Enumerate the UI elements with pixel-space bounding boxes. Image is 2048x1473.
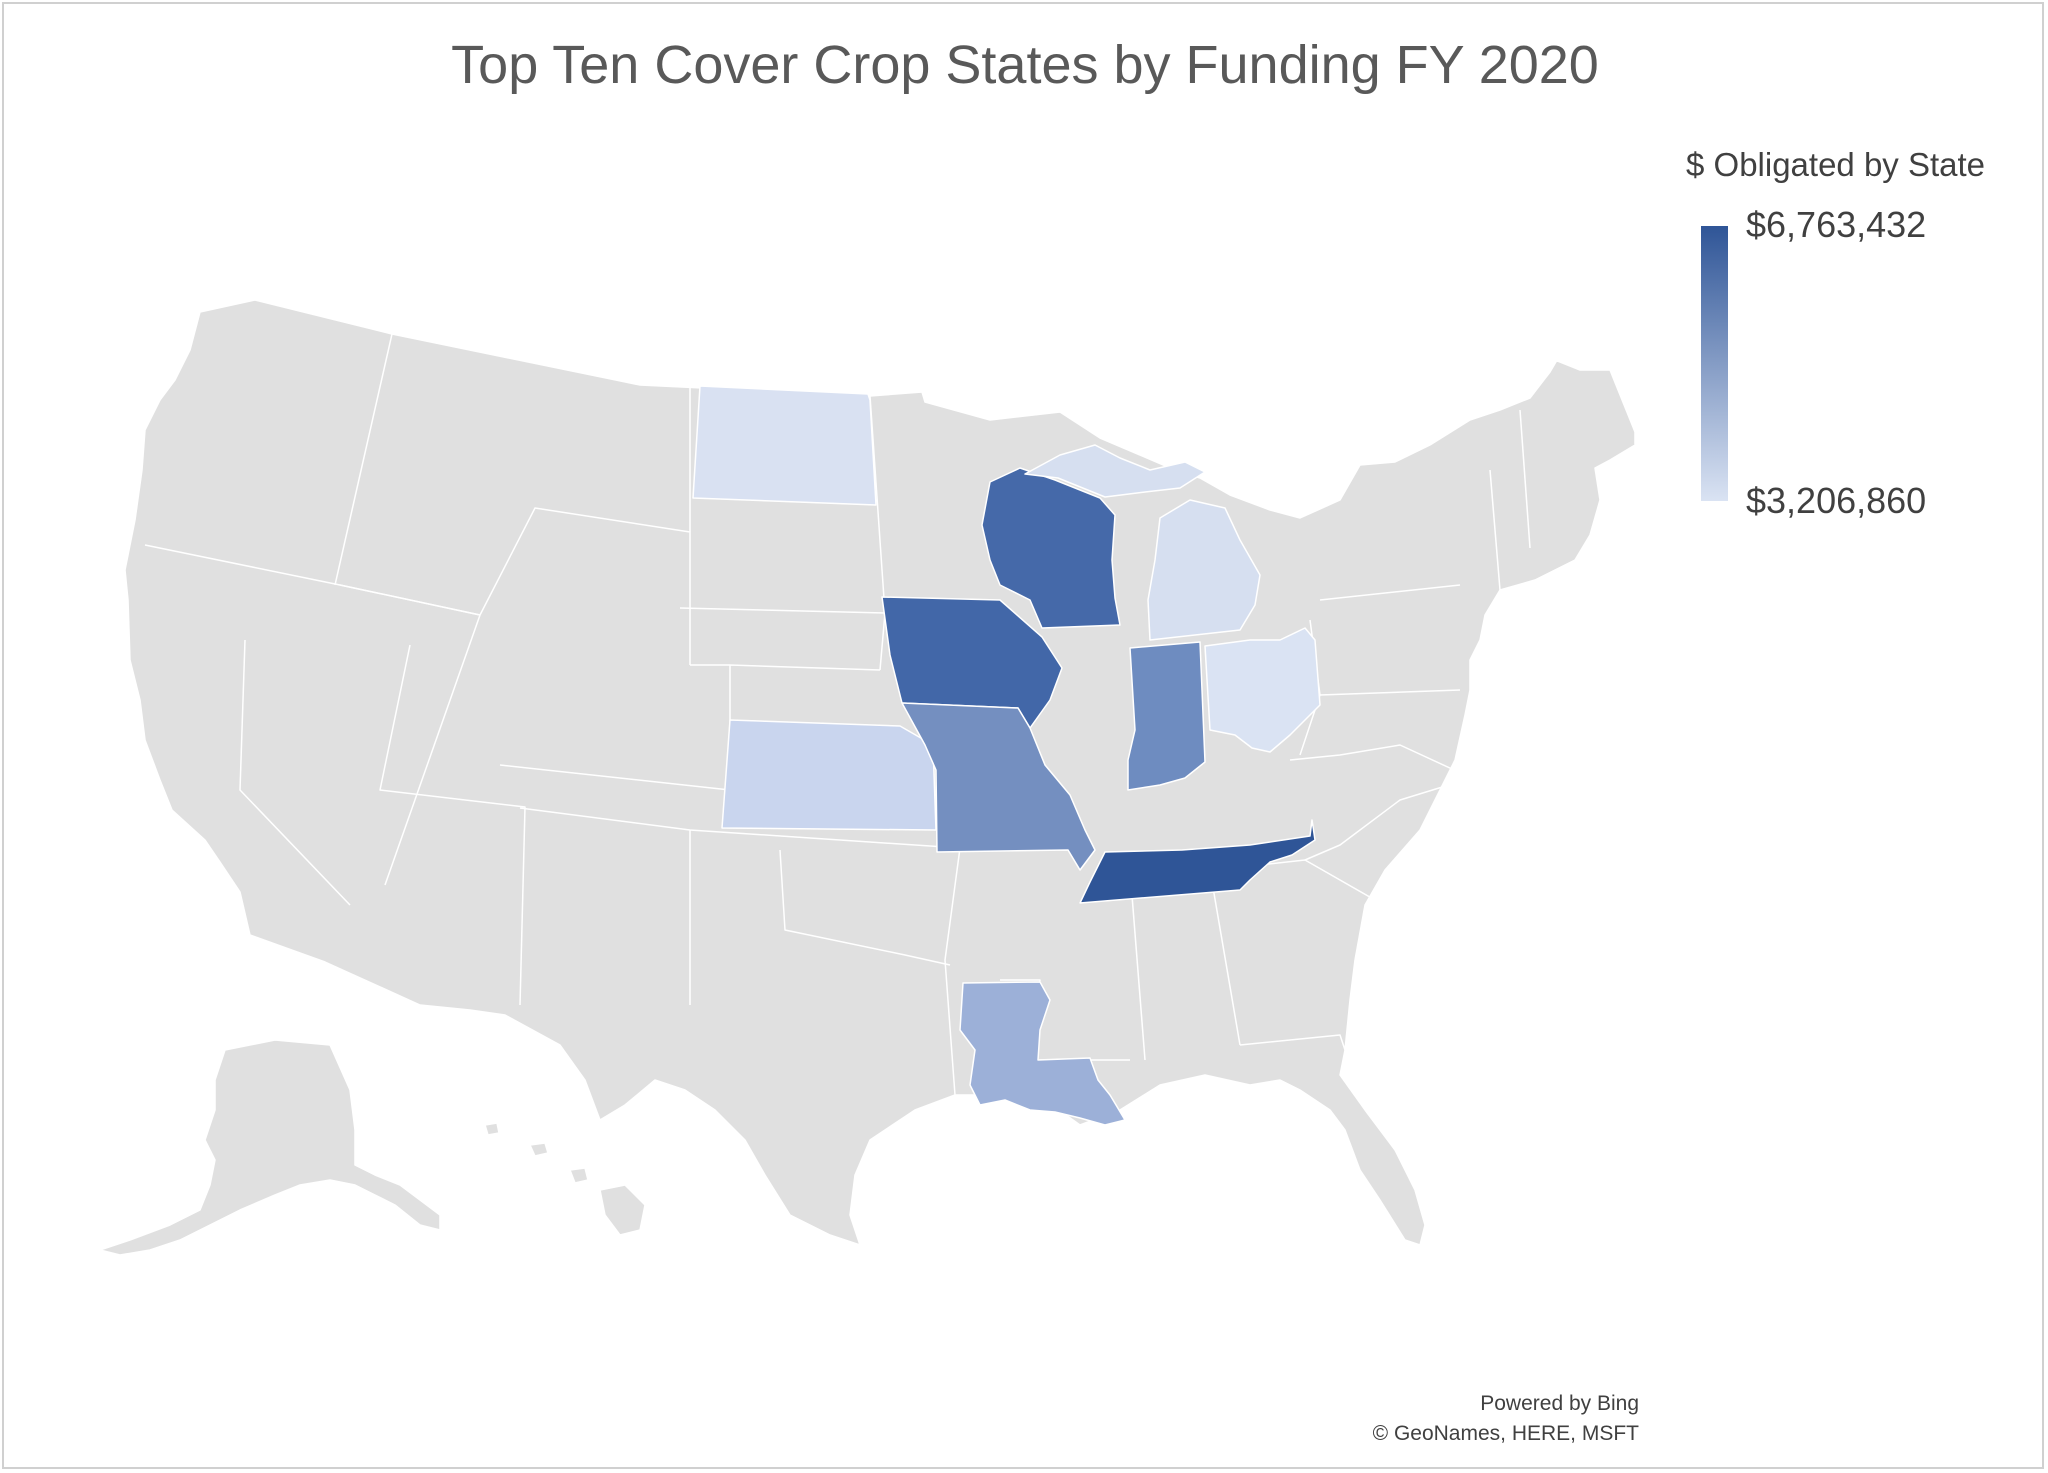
chart-title: Top Ten Cover Crop States by Funding FY …: [451, 35, 1599, 95]
state-north-dakota: [692, 385, 877, 506]
state-wisconsin: [981, 467, 1121, 629]
legend-min-label: $3,206,860: [1746, 480, 1927, 521]
hawaii-kauai: [484, 1122, 500, 1136]
legend-title: $ Obligated by State: [1686, 146, 1986, 183]
legend-max-label: $6,763,432: [1746, 204, 1927, 245]
state-kansas: [721, 719, 937, 831]
hawaii-island: [599, 1184, 646, 1236]
state-michigan-lower: [1147, 499, 1261, 641]
alaska: [99, 1039, 441, 1256]
attribution-copyright: © GeoNames, HERE, MSFT: [1372, 1422, 1639, 1445]
state-missouri: [901, 702, 1096, 871]
state-michigan-upper: [1024, 444, 1206, 498]
state-ohio: [1204, 627, 1321, 753]
state-indiana: [1127, 641, 1206, 791]
attribution-powered-by: Powered by Bing: [1480, 1392, 1639, 1415]
state-louisiana: [959, 981, 1126, 1126]
hawaii-oahu: [529, 1142, 549, 1157]
state-tennessee: [1079, 819, 1316, 904]
state-iowa: [881, 596, 1063, 729]
legend-color-scale: [1701, 226, 1728, 501]
hawaii-maui: [569, 1167, 589, 1184]
